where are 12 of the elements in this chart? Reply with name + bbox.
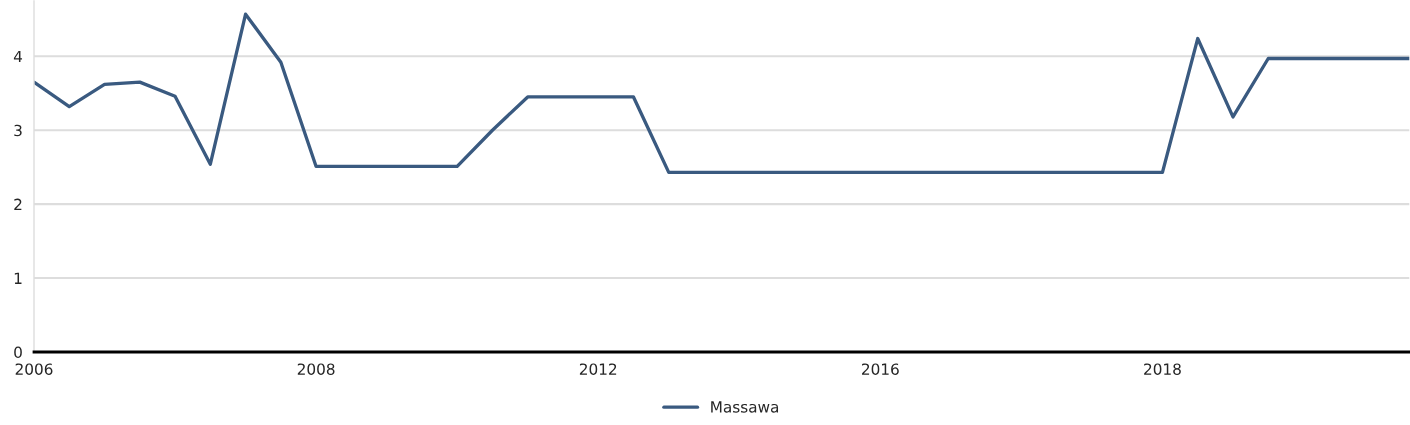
y-tick-label: 4 [13,50,23,63]
x-tick-label: 2006 [15,363,53,375]
x-tick-label: 2018 [1144,363,1181,375]
x-tick-label: 2008 [297,363,335,375]
y-tick-label: 2 [14,198,22,210]
x-tick-label: 2016 [862,363,899,375]
y-tick-label: 0 [14,346,22,359]
y-tick-label: 1 [14,272,22,284]
x-tick-label: 2012 [579,363,617,375]
legend-label: Massawa [711,401,779,413]
y-tick-label: 3 [14,124,22,137]
line-series [34,12,1410,175]
